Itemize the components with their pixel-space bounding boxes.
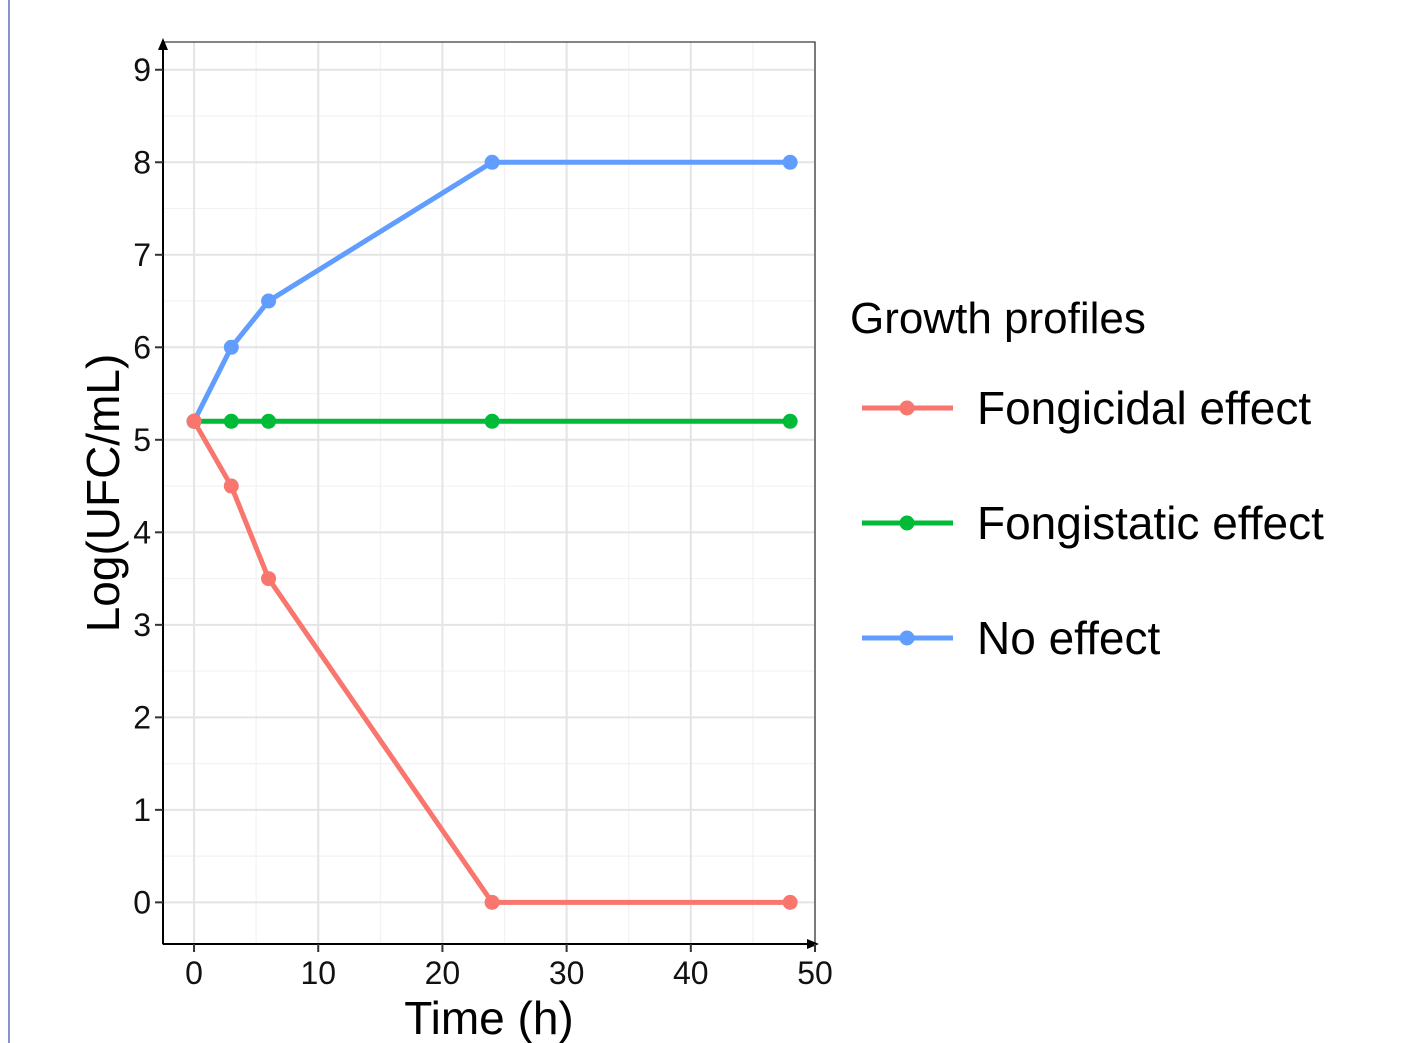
data-point <box>223 413 239 429</box>
y-tick-label: 6 <box>133 329 151 365</box>
plot-panel <box>163 42 815 944</box>
series-group <box>186 413 798 910</box>
legend-item: Fongicidal effect <box>862 382 1311 434</box>
axes <box>158 38 819 949</box>
legend-item: No effect <box>862 612 1160 664</box>
y-axis-title: Log(UFC/mL) <box>77 354 129 633</box>
y-tick-label: 4 <box>133 514 151 550</box>
data-point <box>223 339 239 355</box>
x-axis-title: Time (h) <box>404 992 574 1043</box>
data-point <box>261 413 277 429</box>
x-axis-arrow <box>807 939 819 949</box>
data-point <box>484 413 500 429</box>
y-tick-label: 9 <box>133 52 151 88</box>
data-point <box>782 154 798 170</box>
legend-label: Fongistatic effect <box>977 497 1324 549</box>
x-tick-label: 20 <box>425 955 461 991</box>
y-tick-label: 1 <box>133 792 151 828</box>
legend-key-point <box>899 400 915 416</box>
y-axis-ticks: 0 1 2 3 4 5 6 7 8 9 <box>133 52 163 920</box>
x-tick-label: 40 <box>673 955 709 991</box>
data-point <box>261 571 277 587</box>
y-tick-label: 3 <box>133 607 151 643</box>
data-point <box>186 413 202 429</box>
legend: Growth profiles Fongicidal effect Fongist… <box>850 294 1324 664</box>
data-point <box>782 894 798 910</box>
x-tick-label: 10 <box>300 955 336 991</box>
series-layer <box>186 154 798 910</box>
x-tick-label: 50 <box>797 955 833 991</box>
legend-label: Fongicidal effect <box>977 382 1311 434</box>
legend-key-point <box>899 630 915 646</box>
data-point <box>484 894 500 910</box>
y-tick-label: 0 <box>133 884 151 920</box>
data-point <box>484 154 500 170</box>
legend-label: No effect <box>977 612 1160 664</box>
minor-gridlines <box>163 42 815 944</box>
y-tick-label: 5 <box>133 422 151 458</box>
y-axis-arrow <box>158 38 168 50</box>
y-tick-label: 7 <box>133 237 151 273</box>
x-tick-label: 30 <box>549 955 585 991</box>
data-point <box>223 478 239 494</box>
legend-key-point <box>899 515 915 531</box>
data-point <box>782 413 798 429</box>
y-tick-label: 2 <box>133 699 151 735</box>
legend-items: Fongicidal effect Fongistatic effect No ef… <box>862 382 1324 664</box>
legend-title: Growth profiles <box>850 294 1146 343</box>
x-axis-ticks: 0 10 20 30 40 50 <box>185 944 833 991</box>
data-point <box>261 293 277 309</box>
y-tick-label: 8 <box>133 144 151 180</box>
series-group <box>186 154 798 429</box>
legend-item: Fongistatic effect <box>862 497 1324 549</box>
left-border-line <box>8 0 10 1043</box>
x-tick-label: 0 <box>185 955 203 991</box>
